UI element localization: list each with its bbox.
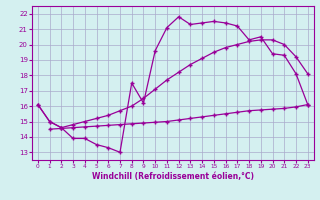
X-axis label: Windchill (Refroidissement éolien,°C): Windchill (Refroidissement éolien,°C) xyxy=(92,172,254,181)
